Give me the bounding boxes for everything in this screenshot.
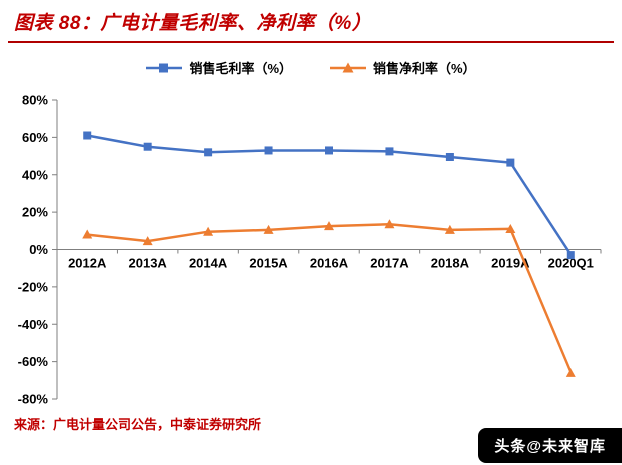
svg-text:-80%: -80% [18,392,49,407]
chart-header: 图表 88：广电计量毛利率、净利率（%） [14,8,612,35]
svg-text:80%: 80% [22,93,48,108]
title-divider-line [8,41,614,43]
chart-legend: 销售毛利率（%） 销售净利率（%） [0,58,622,77]
legend-item-gross-margin: 销售毛利率（%） [146,58,292,77]
chart-plot-area: -80% -60% -40% -20% 0% 20% 40% 60% 80% 2012A 2013A… [0,84,622,414]
svg-text:2018A: 2018A [431,256,470,271]
svg-text:40%: 40% [22,167,48,182]
svg-text:2020Q1: 2020Q1 [548,256,594,271]
svg-text:60%: 60% [22,130,48,145]
legend-label-gross-margin: 销售毛利率（%） [189,61,292,76]
svg-text:0%: 0% [29,242,48,257]
legend-label-net-margin: 销售净利率（%） [373,61,476,76]
watermark-badge: 头条@未来智库 [478,428,622,463]
svg-text:2015A: 2015A [249,256,288,271]
svg-text:-60%: -60% [18,354,49,369]
margin-line-chart: -80% -60% -40% -20% 0% 20% 40% 60% 80% 2012A 2013A… [18,93,602,407]
source-text: 来源：广电计量公司公告，中泰证券研究所 [14,417,262,432]
net-margin-marker-icon [330,62,366,72]
svg-text:-20%: -20% [18,279,49,294]
chart-figure-title: 图表 88：广电计量毛利率、净利率（%） [14,13,372,34]
svg-text:2016A: 2016A [310,256,349,271]
gross-margin-marker-icon [146,63,183,72]
svg-text:2013A: 2013A [129,256,168,271]
svg-text:2012A: 2012A [68,256,107,271]
svg-text:2017A: 2017A [370,256,409,271]
svg-text:2014A: 2014A [189,256,228,271]
legend-item-net-margin: 销售净利率（%） [330,58,476,77]
svg-text:20%: 20% [22,205,48,220]
svg-text:-40%: -40% [18,317,49,332]
svg-text:2019A: 2019A [491,256,530,271]
